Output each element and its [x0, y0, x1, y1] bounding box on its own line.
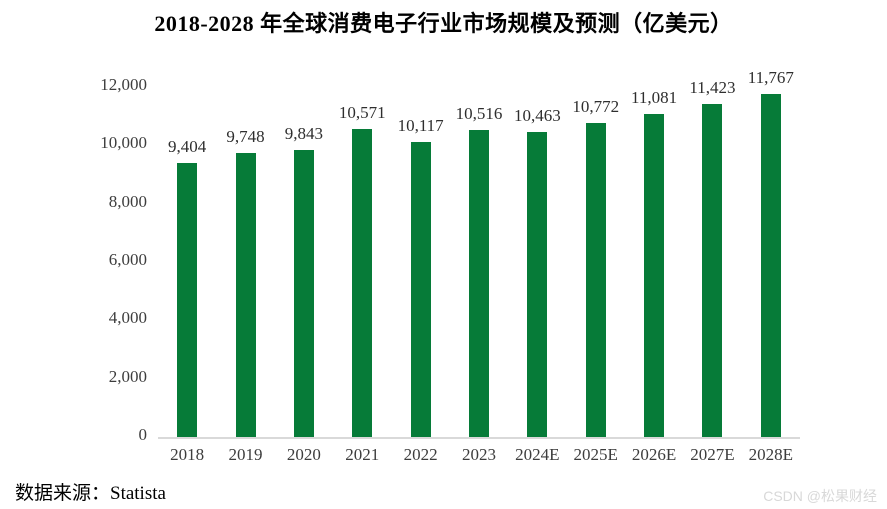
x-axis-tick-label: 2018 [170, 445, 205, 464]
x-axis-tick-label: 2026E [631, 445, 677, 464]
data-source-note: 数据来源：Statista [15, 483, 166, 504]
x-axis-tick-label: 2020 [286, 445, 321, 464]
bar-2023 [469, 130, 489, 437]
bar-value-label: 10,772 [572, 96, 620, 116]
bar-value-label: 11,767 [747, 67, 794, 87]
x-axis-tick-label: 2024E [515, 445, 560, 464]
bar-value-label: 10,516 [455, 104, 503, 124]
bar-2024E [527, 131, 548, 437]
bar-2022 [410, 141, 431, 437]
bar-value-label: 10,463 [513, 105, 561, 125]
bar-2028E [760, 93, 781, 437]
bar-value-label: 9,748 [226, 126, 265, 146]
bar-value-label: 9,843 [284, 123, 324, 143]
bar-2018 [177, 162, 198, 437]
bar-2021 [352, 128, 373, 437]
y-axis-tick-label: 2,000 [108, 366, 147, 386]
y-axis-tick-label: 6,000 [108, 250, 147, 269]
bar-value-label: 11,081 [631, 87, 678, 107]
bar-2027E [702, 103, 723, 437]
bar-2020 [293, 149, 314, 437]
y-axis-tick-label: 12,000 [100, 75, 147, 94]
bar-value-label: 9,404 [168, 136, 207, 156]
x-axis-tick-label: 2025E [573, 445, 618, 464]
y-axis-tick-label: 4,000 [108, 308, 147, 328]
x-axis-tick-label: 2022 [403, 445, 438, 464]
bar-2026E [644, 113, 665, 437]
bar-value-label: 11,423 [689, 77, 736, 97]
x-axis-tick-label: 2028E [748, 445, 793, 464]
bar-value-label: 10,571 [338, 102, 386, 122]
bar-2025E [585, 122, 606, 437]
x-axis-tick-label: 2027E [690, 445, 735, 464]
x-axis-tick-label: 2021 [345, 445, 380, 464]
y-axis-tick-label: 0 [138, 425, 148, 444]
bar-2019 [235, 152, 256, 437]
y-axis-tick-label: 8,000 [108, 191, 147, 211]
x-axis-tick-label: 2023 [462, 445, 496, 464]
chart-title: 2018-2028 年全球消费电子行业市场规模及预测（亿美元） [154, 11, 733, 36]
bar-value-label: 10,117 [397, 115, 444, 135]
x-axis-tick-label: 2019 [228, 445, 263, 464]
y-axis-tick-label: 10,000 [100, 133, 147, 153]
csdn-watermark: CSDN @松果财经 [763, 488, 877, 504]
x-axis-line [158, 437, 800, 439]
